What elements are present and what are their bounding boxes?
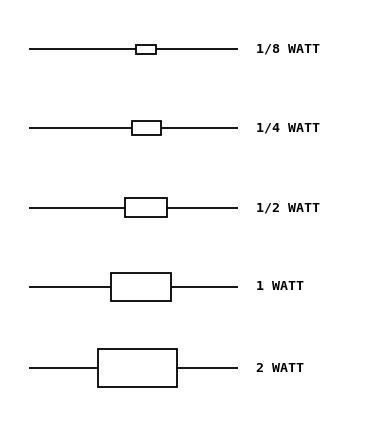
Bar: [132, 122, 161, 135]
Text: 1 WATT: 1 WATT: [256, 280, 304, 293]
Text: 1/8 WATT: 1/8 WATT: [256, 43, 320, 56]
Text: 2 WATT: 2 WATT: [256, 362, 304, 374]
Bar: [125, 198, 167, 217]
Text: 1/2 WATT: 1/2 WATT: [256, 201, 320, 214]
Bar: [136, 45, 157, 54]
Text: 1/4 WATT: 1/4 WATT: [256, 122, 320, 135]
Bar: [111, 273, 171, 300]
Bar: [98, 349, 177, 387]
